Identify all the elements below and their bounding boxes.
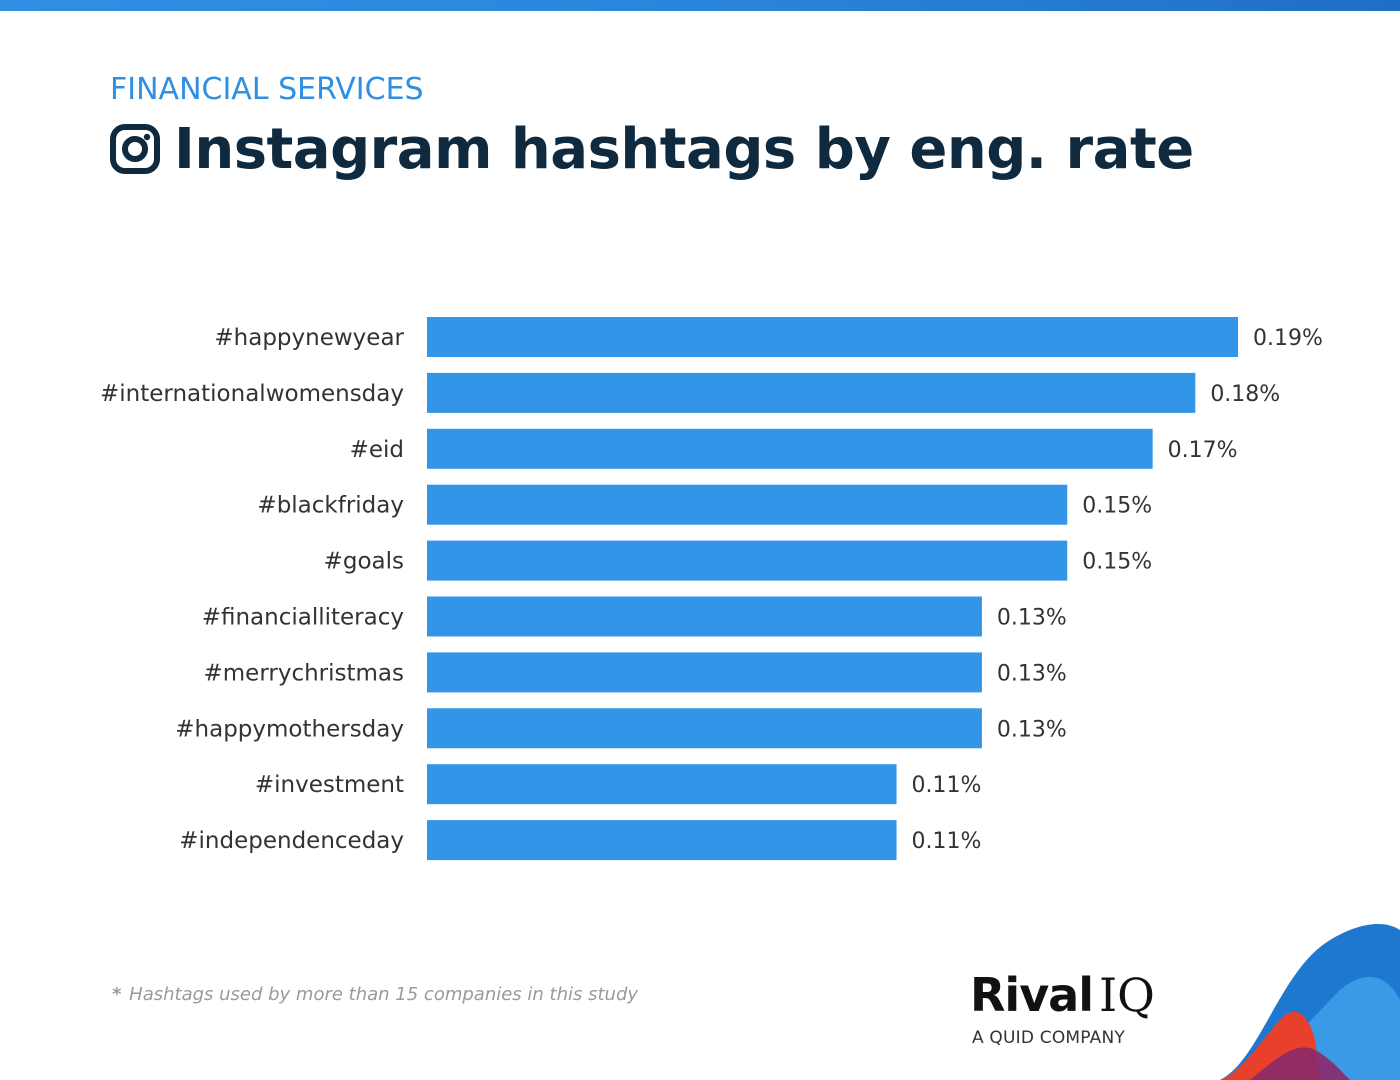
rival-iq-logo: Rival IQ A QUID COMPANY xyxy=(970,972,1200,1054)
footnote: * Hashtags used by more than 15 companie… xyxy=(112,984,638,1005)
value-label: 0.13% xyxy=(997,606,1067,631)
bar xyxy=(427,764,897,805)
value-label: 0.18% xyxy=(1210,382,1280,407)
footnote-text: Hashtags used by more than 15 companies … xyxy=(129,984,639,1005)
category-label: FINANCIAL SERVICES xyxy=(110,72,424,107)
category-label: #happymothersday xyxy=(175,716,404,742)
bar xyxy=(427,540,1068,581)
value-label: 0.13% xyxy=(997,661,1067,686)
category-label: #eid xyxy=(350,437,404,463)
footnote-star: * xyxy=(112,984,122,1005)
value-label: 0.11% xyxy=(912,773,982,798)
logo-wordmark: Rival IQ xyxy=(970,972,1155,1018)
bar xyxy=(427,596,982,637)
value-label: 0.19% xyxy=(1253,326,1323,351)
logo-suffix: IQ xyxy=(1098,968,1155,1022)
bar xyxy=(427,708,982,749)
category-label: #investment xyxy=(255,772,404,798)
category-label: #blackfriday xyxy=(257,493,404,519)
top-accent-bar xyxy=(0,0,1400,11)
value-label: 0.17% xyxy=(1168,438,1238,463)
bar xyxy=(427,317,1238,357)
category-label: #merrychristmas xyxy=(204,660,405,686)
bar xyxy=(427,484,1068,525)
category-label: #happynewyear xyxy=(214,325,404,351)
value-label: 0.11% xyxy=(912,829,982,854)
bar xyxy=(427,372,1196,413)
value-label: 0.13% xyxy=(997,717,1067,742)
bar xyxy=(427,428,1153,469)
category-label: #internationalwomensday xyxy=(100,381,404,407)
chart-title: Instagram hashtags by eng. rate xyxy=(174,116,1194,182)
category-label: #financialliteracy xyxy=(202,605,404,631)
category-label: #independenceday xyxy=(179,828,404,854)
category-label: #goals xyxy=(324,549,404,575)
title-row: Instagram hashtags by eng. rate xyxy=(110,114,1194,184)
value-label: 0.15% xyxy=(1082,494,1152,519)
logo-tagline: A QUID COMPANY xyxy=(972,1028,1125,1048)
value-label: 0.15% xyxy=(1082,550,1152,575)
logo-word: Rival xyxy=(970,968,1094,1022)
decorative-waves-graphic xyxy=(1220,924,1400,1080)
instagram-icon xyxy=(110,124,160,174)
bar xyxy=(427,652,982,693)
bar xyxy=(427,820,897,861)
